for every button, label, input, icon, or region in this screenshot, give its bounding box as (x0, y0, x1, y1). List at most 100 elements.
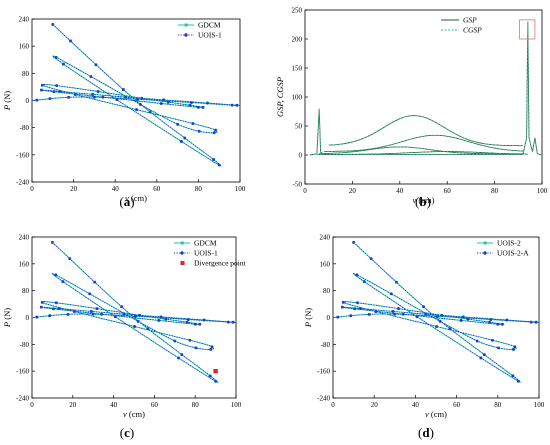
y-tick-label: 0 (26, 97, 30, 105)
data-point-UOIS-1 (48, 97, 52, 101)
data-point-UOIS-2-A (512, 348, 515, 351)
panel-caption: (d) (418, 425, 434, 440)
series-line-GDCM (31, 24, 241, 167)
x-tick-label: 80 (195, 185, 203, 193)
data-point-UOIS-1 (124, 95, 127, 99)
data-point-UOIS-1 (69, 39, 72, 43)
x-tick-label: 100 (235, 185, 246, 193)
data-point-UOIS-1 (159, 102, 163, 105)
data-point-UOIS-2-A (424, 312, 428, 316)
data-point-UOIS-1 (91, 92, 94, 96)
x-tick-label: 40 (112, 185, 120, 193)
data-point-UOIS-1 (214, 128, 217, 132)
data-point-UOIS-1 (41, 83, 44, 87)
x-tick-label: 100 (537, 187, 548, 195)
data-point-UOIS-1 (136, 97, 139, 101)
data-point-UOIS-1 (214, 379, 218, 383)
data-point-UOIS-1 (62, 62, 65, 66)
y-tick-label: 250 (292, 7, 303, 15)
legend-label: GDCM (198, 21, 221, 30)
y-tick-label: 160 (19, 43, 30, 51)
y-tick-label: 240 (19, 16, 30, 24)
series-line-UOIS-1 (31, 242, 237, 384)
data-point-UOIS-2-A (341, 301, 345, 304)
data-point-UOIS-1 (190, 101, 193, 104)
y-tick-label: -240 (16, 179, 29, 187)
data-point-UOIS-1 (194, 346, 198, 350)
data-point-UOIS-1 (191, 122, 195, 125)
x-tick-label: 40 (396, 187, 404, 195)
x-tick-label: 40 (412, 401, 420, 409)
data-point-UOIS-1 (48, 314, 52, 318)
panel-2: 0 20 40 60 80 100 240 160 80 0 -80 -160 -240 v (cm) P … (2, 234, 247, 441)
data-point-UOIS-2-A (340, 305, 344, 309)
data-point-UOIS-2-A (422, 305, 425, 309)
y-tick-label: 160 (320, 260, 331, 268)
data-point-UOIS-1 (93, 95, 96, 99)
data-point-UOIS-1 (188, 103, 192, 107)
data-point-UOIS-1 (197, 129, 201, 133)
data-point-UOIS-1 (180, 353, 184, 356)
data-point-UOIS-1 (226, 320, 230, 324)
data-point-UOIS-1 (67, 95, 71, 99)
y-tick-label: -80 (20, 341, 30, 349)
data-point-UOIS-1 (138, 313, 142, 317)
y-tick-label: -240 (317, 395, 330, 403)
data-point-UOIS-1 (90, 310, 93, 313)
data-point-UOIS-1 (138, 103, 142, 106)
data-point-UOIS-2-A (369, 257, 373, 261)
y-tick-label: -80 (321, 341, 331, 349)
x-tick-label: 60 (444, 187, 452, 195)
data-point-UOIS-1 (157, 319, 161, 322)
data-point-UOIS-1 (54, 55, 58, 59)
data-point-UOIS-2-A (436, 314, 439, 318)
data-point-UOIS-1 (40, 301, 44, 304)
data-point-UOIS-1 (217, 163, 221, 167)
legend-label: GDCM (194, 239, 217, 248)
series-line-CGSP (319, 146, 523, 155)
panel-0: 0 20 40 60 80 100 240 160 80 0 -80 -160 -240 v (cm) P … (2, 16, 246, 210)
y-tick-label: 240 (320, 234, 331, 242)
data-point-UOIS-2-A (482, 353, 486, 356)
series-line-UOIS-2 (332, 242, 540, 384)
data-point-UOIS-2-A (435, 325, 438, 328)
legend-label: UOIS-2 (497, 239, 521, 248)
y-axis-label: P (N) (303, 308, 313, 328)
series-line-CGSP (328, 115, 523, 147)
data-point-UOIS-1 (94, 63, 98, 67)
data-point-UOIS-1 (54, 273, 58, 277)
x-tick-label: 80 (192, 401, 200, 409)
data-point-UOIS-2-A (448, 327, 452, 331)
data-point-UOIS-2-A (440, 313, 444, 317)
x-tick-label: 100 (534, 401, 545, 409)
data-point-UOIS-1 (101, 95, 105, 99)
spike-line-dashed (309, 21, 543, 156)
data-point-UOIS-2-A (393, 312, 397, 316)
data-point-UOIS-1 (51, 240, 54, 244)
data-point-UOIS-2-A (374, 310, 378, 313)
data-point-UOIS-1 (179, 140, 183, 143)
data-point-UOIS-1 (115, 98, 119, 102)
legend-marker (180, 261, 185, 265)
data-point-UOIS-2-A (394, 280, 398, 284)
legend-marker (180, 241, 184, 245)
data-point-UOIS-1 (120, 305, 124, 309)
y-tick-label: -240 (16, 395, 29, 403)
data-point-UOIS-1 (133, 325, 136, 328)
data-point-UOIS-1 (148, 110, 152, 114)
data-point-UOIS-1 (73, 310, 76, 313)
data-point-UOIS-2-A (490, 338, 494, 342)
data-point-UOIS-2-A (362, 280, 366, 283)
y-tick-label: 80 (22, 70, 30, 78)
y-tick-label: 80 (323, 287, 331, 295)
series-line-UOIS-2-A (332, 242, 540, 384)
x-tick-label: 100 (231, 401, 242, 409)
y-tick-label: 200 (292, 36, 303, 44)
data-point-UOIS-2-A (461, 315, 465, 319)
data-point-UOIS-1 (210, 345, 214, 349)
y-tick-label: 150 (292, 65, 303, 73)
data-point-UOIS-1 (136, 319, 140, 323)
data-point-UOIS-1 (166, 100, 170, 104)
y-tick-label: 240 (19, 234, 30, 242)
